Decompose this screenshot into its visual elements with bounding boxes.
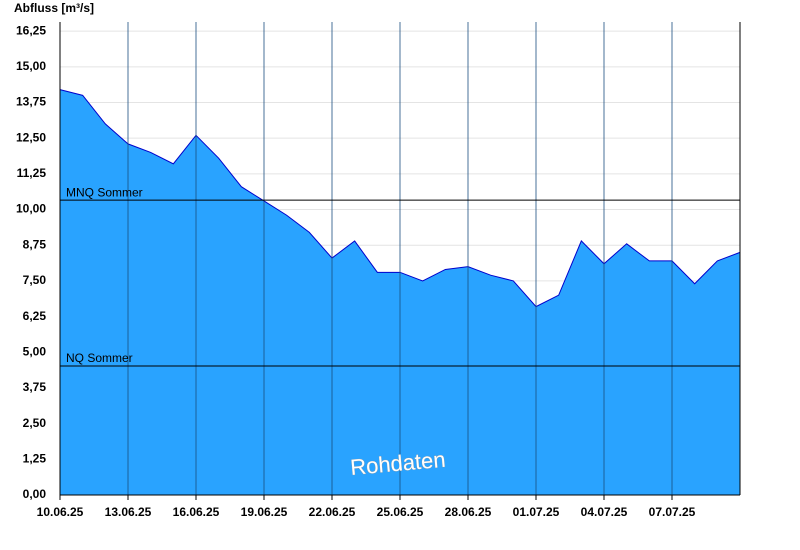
x-tick-label: 13.06.25	[105, 505, 152, 519]
x-tick-label: 01.07.25	[513, 505, 560, 519]
x-tick-label: 04.07.25	[581, 505, 628, 519]
y-tick-label: 11,25	[17, 166, 47, 180]
y-tick-label: 2,50	[23, 416, 47, 430]
y-tick-label: 5,00	[23, 344, 47, 358]
threshold-label: MNQ Sommer	[66, 185, 143, 199]
y-tick-label: 16,25	[16, 23, 46, 37]
x-tick-label: 22.06.25	[309, 505, 356, 519]
x-tick-label: 19.06.25	[241, 505, 288, 519]
y-tick-label: 1,25	[23, 451, 47, 465]
x-tick-label: 28.06.25	[445, 505, 492, 519]
y-tick-label: 8,75	[23, 237, 47, 251]
y-tick-label: 0,00	[23, 487, 47, 501]
y-tick-label: 12,50	[16, 130, 46, 144]
y-tick-label: 6,25	[23, 309, 47, 323]
x-tick-label: 10.06.25	[37, 505, 84, 519]
x-tick-label: 16.06.25	[173, 505, 220, 519]
axis-title: Abfluss [m³/s]	[14, 1, 94, 15]
y-tick-label: 3,75	[23, 380, 47, 394]
threshold-label: NQ Sommer	[66, 351, 133, 365]
y-tick-label: 10,00	[16, 202, 46, 216]
x-tick-label: 25.06.25	[377, 505, 424, 519]
x-tick-label: 07.07.25	[649, 505, 696, 519]
y-tick-label: 13,75	[16, 95, 46, 109]
y-tick-label: 15,00	[16, 59, 46, 73]
y-tick-label: 7,50	[23, 273, 47, 287]
